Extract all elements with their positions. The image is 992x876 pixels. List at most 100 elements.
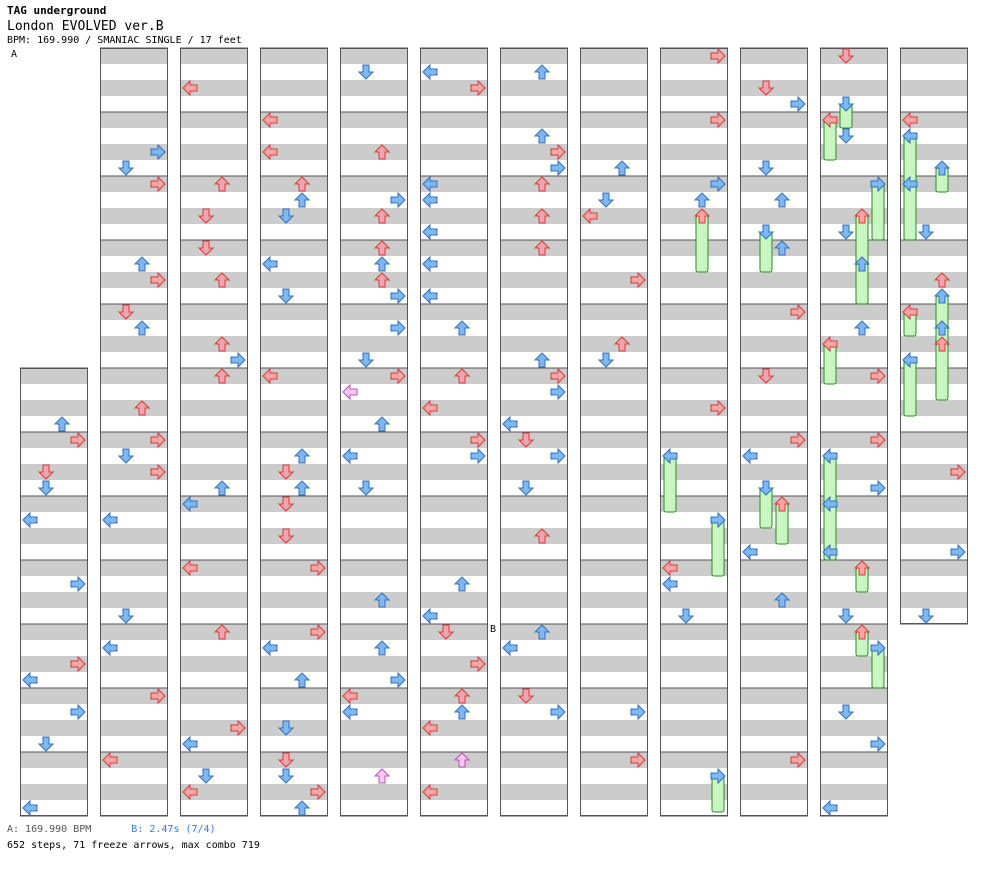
beat-stripe <box>260 688 328 704</box>
step-arrow <box>662 559 678 577</box>
bpm-b-label: B: 2.47s (7/4) <box>131 824 216 835</box>
step-arrow <box>150 463 166 481</box>
step-arrow <box>950 543 966 561</box>
beat-stripe <box>500 560 568 576</box>
step-arrow <box>37 464 55 480</box>
step-arrow <box>902 303 918 321</box>
beat-stripe <box>740 240 808 256</box>
beat-stripe <box>260 144 328 160</box>
beat-stripe <box>500 48 568 64</box>
beat-stripe <box>900 112 968 128</box>
step-arrow <box>53 416 71 432</box>
step-arrow <box>213 272 231 288</box>
beat-stripe <box>180 656 248 672</box>
step-arrow <box>102 751 118 769</box>
step-arrow <box>37 480 55 496</box>
beat-stripe <box>20 784 88 800</box>
step-arrow <box>373 640 391 656</box>
beat-stripe <box>580 400 648 416</box>
step-arrow <box>373 592 391 608</box>
beat-stripe <box>580 272 648 288</box>
beat-stripe <box>580 528 648 544</box>
beat-stripe <box>180 464 248 480</box>
beat-stripe <box>340 144 408 160</box>
column-border <box>820 48 888 816</box>
column-border <box>20 368 88 816</box>
beat-stripe <box>820 560 888 576</box>
beat-stripe <box>500 240 568 256</box>
beat-stripe <box>260 336 328 352</box>
beat-stripe <box>740 752 808 768</box>
step-arrow <box>693 208 711 224</box>
beat-stripe <box>340 48 408 64</box>
beat-stripe <box>900 464 968 480</box>
beat-stripe <box>580 208 648 224</box>
step-arrow <box>213 480 231 496</box>
beat-stripe <box>420 48 488 64</box>
beat-stripe <box>660 752 728 768</box>
beat-stripe <box>180 528 248 544</box>
beat-stripe <box>900 400 968 416</box>
beat-stripe <box>660 656 728 672</box>
beat-stripe <box>180 176 248 192</box>
step-arrow <box>390 319 406 337</box>
step-arrow <box>533 208 551 224</box>
step-arrow <box>550 383 566 401</box>
marker-a: A <box>11 49 18 60</box>
column-border <box>180 48 248 816</box>
beat-stripe <box>100 112 168 128</box>
beat-stripe <box>580 752 648 768</box>
beat-stripe <box>180 80 248 96</box>
beat-stripe <box>180 400 248 416</box>
song-artist: TAG underground <box>7 4 107 17</box>
beat-stripe <box>660 48 728 64</box>
step-arrow <box>902 351 918 369</box>
freeze-arrow <box>903 359 917 417</box>
step-arrow <box>757 224 775 240</box>
beat-stripe <box>660 240 728 256</box>
step-arrow <box>262 367 278 385</box>
beat-stripe <box>100 304 168 320</box>
step-arrow <box>790 431 806 449</box>
step-arrow <box>917 608 935 624</box>
step-arrow <box>262 255 278 273</box>
step-arrow <box>630 271 646 289</box>
beat-stripe <box>20 624 88 640</box>
beat-stripe <box>500 208 568 224</box>
step-arrow <box>70 703 86 721</box>
beat-stripe <box>900 144 968 160</box>
beat-stripe <box>340 240 408 256</box>
beat-stripe <box>100 80 168 96</box>
step-arrow <box>773 192 791 208</box>
column-border <box>740 48 808 816</box>
freeze-arrow <box>695 215 709 273</box>
beat-stripe <box>340 80 408 96</box>
step-arrow <box>422 175 438 193</box>
step-arrow <box>277 720 295 736</box>
beat-stripe <box>340 720 408 736</box>
beat-stripe <box>580 144 648 160</box>
step-arrow <box>373 272 391 288</box>
step-arrow <box>182 559 198 577</box>
beat-stripe <box>420 368 488 384</box>
beat-stripe <box>340 464 408 480</box>
step-arrow <box>422 191 438 209</box>
beat-stripe <box>100 624 168 640</box>
chart-column <box>100 47 168 817</box>
step-arrow <box>533 240 551 256</box>
beat-stripe <box>740 496 808 512</box>
step-arrow <box>422 255 438 273</box>
beat-stripe <box>180 752 248 768</box>
beat-stripe <box>820 144 888 160</box>
beat-stripe <box>100 48 168 64</box>
chart-info: BPM: 169.990 / SMANIAC SINGLE / 17 feet <box>7 35 242 46</box>
step-arrow <box>293 672 311 688</box>
beat-stripe <box>660 144 728 160</box>
beat-stripe <box>580 336 648 352</box>
beat-stripe <box>180 272 248 288</box>
beat-stripe <box>580 496 648 512</box>
step-arrow <box>662 447 678 465</box>
beat-stripe <box>740 400 808 416</box>
column-border <box>100 48 168 816</box>
beat-stripe <box>340 336 408 352</box>
